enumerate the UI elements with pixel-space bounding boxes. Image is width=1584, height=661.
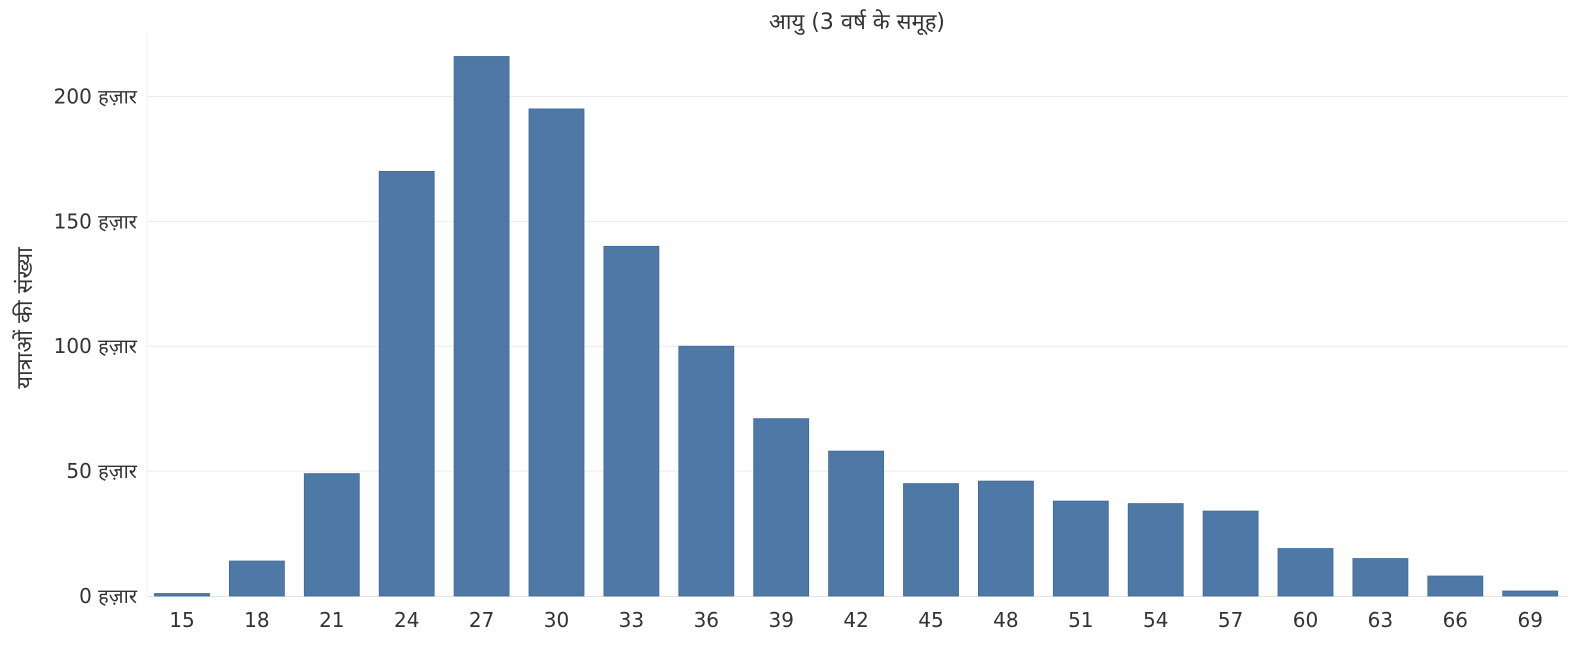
bar-45 <box>903 483 959 597</box>
x-tick-label: 39 <box>768 608 793 632</box>
bar-39 <box>753 418 810 597</box>
x-tick-label: 36 <box>694 608 719 632</box>
x-tick-label: 48 <box>993 608 1018 632</box>
bar-48 <box>978 480 1034 597</box>
y-tick-label: 150 हज़ार <box>54 209 138 233</box>
bar-15 <box>154 593 210 597</box>
bar-18 <box>228 560 285 597</box>
y-tick-label: 0 हज़ार <box>79 584 138 608</box>
bar-60 <box>1277 548 1334 597</box>
x-tick-label: 60 <box>1293 608 1318 632</box>
bar-21 <box>303 473 360 597</box>
x-axis-ticks: 15 18 21 24 27 30 33 36 39 42 45 48 51 54 57 60 63 66 69 <box>169 608 1543 632</box>
bar-54 <box>1127 503 1184 597</box>
x-tick-label: 24 <box>394 608 419 632</box>
x-tick-label: 42 <box>843 608 868 632</box>
bar-63 <box>1352 558 1409 597</box>
y-tick-label: 50 हज़ार <box>66 459 137 483</box>
x-tick-label: 54 <box>1143 608 1168 632</box>
x-tick-label: 69 <box>1517 608 1542 632</box>
x-tick-label: 21 <box>319 608 344 632</box>
x-tick-label: 30 <box>544 608 569 632</box>
x-tick-label: 33 <box>619 608 644 632</box>
x-tick-label: 51 <box>1068 608 1093 632</box>
bar-36 <box>678 345 735 597</box>
bar-24 <box>378 170 435 597</box>
bar-42 <box>828 450 884 597</box>
y-axis-ticks: 0 हज़ार 50 हज़ार 100 हज़ार 150 हज़ार 200 हज़… <box>54 84 138 608</box>
x-tick-label: 57 <box>1218 608 1243 632</box>
y-tick-label: 100 हज़ार <box>54 334 138 358</box>
bar-33 <box>603 245 660 597</box>
x-tick-label: 15 <box>169 608 194 632</box>
bar-51 <box>1052 500 1109 597</box>
bar-69 <box>1502 590 1559 597</box>
x-tick-label: 27 <box>469 608 494 632</box>
bars <box>154 56 1559 597</box>
x-axis-title: आयु (3 वर्ष के समूह) <box>769 9 945 36</box>
y-axis-title: यात्राओं की संख्या <box>12 247 38 389</box>
bar-30 <box>528 108 585 597</box>
y-tick-label: 200 हज़ार <box>54 84 138 108</box>
bar-57 <box>1202 510 1259 597</box>
x-tick-label: 63 <box>1368 608 1393 632</box>
x-tick-label: 18 <box>244 608 269 632</box>
x-tick-label: 66 <box>1443 608 1468 632</box>
bar-27 <box>453 56 510 597</box>
bar-66 <box>1427 575 1484 597</box>
x-tick-label: 45 <box>918 608 943 632</box>
